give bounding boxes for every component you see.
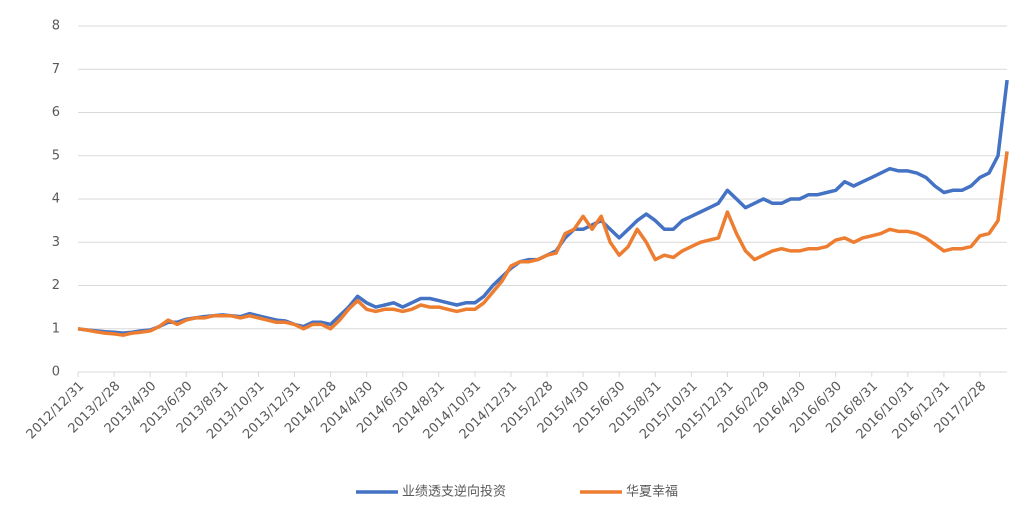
legend-label: 华夏幸福 [626, 485, 678, 500]
y-tick-label: 7 [52, 62, 60, 77]
y-tick-label: 8 [52, 19, 60, 34]
y-tick-label: 6 [52, 105, 60, 120]
y-tick-label: 4 [52, 192, 60, 207]
y-tick-label: 1 [52, 321, 60, 336]
series-line [77, 151, 1009, 337]
series-line [77, 79, 1009, 335]
y-tick-label: 0 [52, 365, 60, 380]
y-tick-label: 5 [52, 148, 60, 163]
y-tick-label: 2 [52, 278, 60, 293]
y-tick-label: 3 [52, 235, 60, 250]
legend-label: 业绩透支逆向投资 [402, 484, 506, 500]
